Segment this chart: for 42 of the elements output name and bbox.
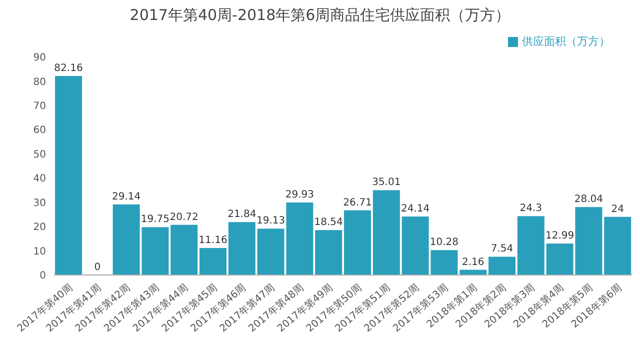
y-tick-label: 30 bbox=[33, 198, 46, 209]
data-label: 19.75 bbox=[140, 214, 170, 226]
y-tick-label: 60 bbox=[33, 125, 46, 136]
data-label: 7.54 bbox=[490, 244, 514, 255]
data-label: 28.04 bbox=[574, 194, 604, 206]
data-label: 24 bbox=[611, 204, 624, 215]
data-label: 35.01 bbox=[372, 177, 401, 188]
legend-label: 供应面积（万方） bbox=[522, 35, 610, 48]
bar bbox=[488, 256, 516, 275]
y-tick-label: 40 bbox=[33, 174, 46, 185]
bar bbox=[517, 216, 544, 275]
data-label: 21.84 bbox=[228, 209, 256, 220]
data-label: 10.28 bbox=[430, 237, 459, 248]
data-label: 24.3 bbox=[520, 203, 542, 214]
data-label: 26.71 bbox=[343, 197, 372, 208]
bar bbox=[604, 216, 632, 275]
bar bbox=[372, 190, 400, 275]
y-tick-label: 90 bbox=[33, 52, 46, 64]
data-label: 29.93 bbox=[285, 190, 314, 201]
data-label: 2.16 bbox=[462, 256, 484, 268]
y-tick-label: 50 bbox=[33, 149, 46, 160]
data-label: 11.16 bbox=[198, 234, 228, 246]
bar bbox=[315, 230, 342, 275]
bar bbox=[170, 224, 198, 275]
bar bbox=[344, 210, 371, 275]
data-label: 82.16 bbox=[54, 62, 83, 74]
data-label: 18.54 bbox=[314, 217, 343, 228]
bar bbox=[200, 248, 226, 275]
y-tick-label: 20 bbox=[33, 222, 46, 234]
chart-title: 2017年第40周-2018年第6周商品住宅供应面积（万方） bbox=[128, 6, 512, 25]
bar bbox=[228, 222, 256, 275]
y-tick-label: 10 bbox=[33, 246, 46, 258]
data-label: 24.14 bbox=[400, 204, 430, 215]
bar bbox=[55, 76, 82, 275]
data-label: 29.14 bbox=[112, 191, 141, 202]
data-label: 20.72 bbox=[170, 212, 198, 223]
data-label: 0 bbox=[94, 262, 101, 273]
data-label: 12.99 bbox=[545, 230, 574, 242]
y-tick-label: 0 bbox=[40, 270, 46, 282]
y-tick-label: 70 bbox=[33, 100, 46, 112]
data-label: 19.13 bbox=[256, 216, 286, 227]
y-tick-label: 80 bbox=[33, 76, 46, 88]
